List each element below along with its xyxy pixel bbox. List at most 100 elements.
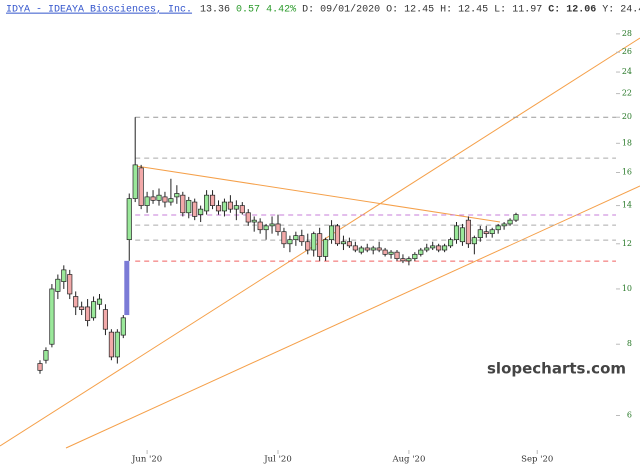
header: 13.36 0.57 4.42% D: 09/01/2020 O: 12.45 H: 12.45… [200, 4, 640, 16]
candle-body [144, 196, 150, 206]
candle-body [156, 194, 162, 201]
candle-body [483, 231, 489, 235]
candle-body [79, 306, 85, 310]
candle-body [227, 201, 233, 210]
candle-body [465, 219, 471, 245]
candle-body [340, 241, 347, 245]
y-tick-label: 18 [622, 138, 632, 147]
candle-body [477, 229, 483, 239]
candle-body [448, 239, 454, 247]
candle-body [358, 247, 364, 253]
candle-body [168, 198, 174, 203]
y-tick-label: 6 [627, 410, 632, 419]
candle-body [102, 309, 109, 330]
header-field: 24.45 [620, 5, 640, 16]
candle-body [174, 193, 180, 198]
candle-body [495, 225, 501, 231]
candle-body [334, 225, 341, 245]
header-field: Y: [602, 5, 614, 16]
candle-body [269, 223, 275, 227]
candle-body [376, 247, 382, 251]
candle-body [400, 258, 406, 262]
y-tick-label: 12 [622, 239, 632, 248]
y-tick-label: 22 [622, 89, 632, 98]
candle-body [192, 201, 198, 217]
candle-body [43, 350, 49, 361]
candle-body [85, 306, 91, 321]
trendline [65, 185, 640, 449]
candle-body [186, 199, 192, 214]
header-field: 0.57 [236, 5, 260, 16]
candle-body [204, 194, 210, 212]
y-tick-label: 10 [622, 284, 632, 293]
candle-body [430, 245, 436, 249]
candle-body [442, 245, 448, 251]
header-field: 11.97 [512, 5, 542, 16]
y-tick-label: 8 [627, 339, 632, 348]
candle-body [382, 249, 388, 255]
candle-body [287, 239, 293, 245]
header-field: O: [386, 5, 398, 16]
symbol-title[interactable]: IDYA - IDEAYA Biosciences, Inc. [6, 4, 192, 16]
candle-body [275, 223, 281, 233]
candle-body [210, 194, 216, 206]
candle-body [215, 205, 222, 212]
y-tick-label: 26 [622, 47, 632, 56]
candle-body [459, 227, 466, 243]
candle-body [73, 296, 79, 308]
candle-body [370, 247, 376, 251]
candle-body [352, 245, 358, 251]
candle-body [138, 167, 144, 206]
candle-body [221, 201, 228, 212]
candle-body [311, 233, 317, 251]
candle-body [150, 196, 156, 201]
candle-body [489, 229, 495, 235]
candle-body [507, 219, 513, 225]
candle-body [388, 251, 394, 255]
x-tick-label: Jul '20 [263, 455, 291, 465]
candle-body [233, 205, 239, 210]
candle-body [323, 239, 329, 257]
candle-body [281, 231, 287, 245]
header-field: L: [494, 5, 506, 16]
candle-body [49, 288, 55, 345]
candle-body [132, 164, 138, 199]
candle-body [412, 253, 418, 260]
candle-body [394, 251, 400, 260]
candle-body [305, 241, 311, 251]
header-field: 13.36 [200, 5, 230, 16]
candle-body [257, 221, 263, 231]
header-field: D: [302, 5, 314, 16]
candle-body [251, 219, 257, 223]
candle-body [501, 223, 507, 227]
y-tick-label: 14 [622, 201, 632, 210]
candle-body [120, 317, 126, 336]
header-field: C: [548, 5, 560, 16]
candle-body [61, 269, 67, 282]
candle-body [406, 258, 412, 262]
header-field: 4.42% [266, 5, 296, 16]
candle-body [90, 301, 97, 319]
candle-body [364, 247, 370, 251]
y-tick-label: 28 [622, 29, 632, 38]
header-field: 09/01/2020 [320, 4, 380, 16]
candle-body [245, 212, 251, 223]
candle-body [126, 198, 132, 241]
x-tick-label: Aug '20 [391, 455, 425, 465]
candle-body [293, 235, 299, 241]
candle-body [55, 278, 61, 292]
gap-bar [124, 260, 130, 316]
x-tick-label: Sep '20 [521, 455, 553, 465]
candle-body [436, 245, 442, 251]
header-field: H: [440, 5, 452, 16]
candle-body [424, 247, 430, 251]
y-tick-label: 20 [622, 112, 632, 121]
candle-body [513, 214, 519, 221]
candle-body [37, 363, 43, 371]
candle-body [418, 249, 424, 255]
candle-body [346, 241, 352, 247]
y-tick-label: 24 [622, 67, 632, 76]
candle-body [198, 208, 204, 215]
header-field: 12.45 [458, 5, 488, 16]
